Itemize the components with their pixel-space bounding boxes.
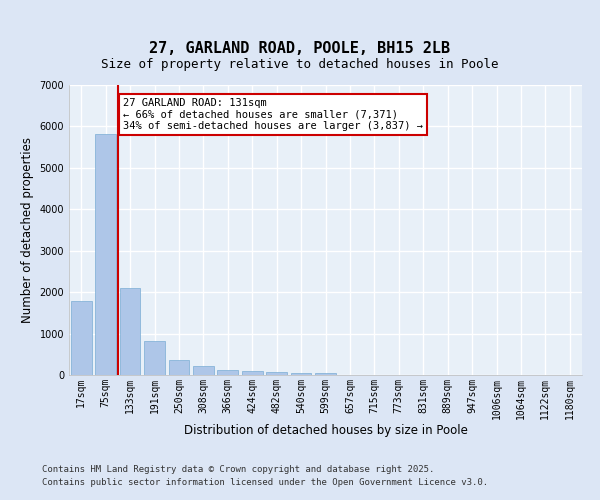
Bar (217, 370, 238, 375)
Bar (266, 372, 287, 375)
Bar (144, 341, 165, 375)
Bar (315, 374, 336, 375)
Text: 27 GARLAND ROAD: 131sqm
← 66% of detached houses are smaller (7,371)
34% of semi: 27 GARLAND ROAD: 131sqm ← 66% of detache… (123, 98, 423, 131)
Bar (242, 372, 263, 375)
Bar (71, 302, 92, 375)
Text: Contains public sector information licensed under the Open Government Licence v3: Contains public sector information licen… (42, 478, 488, 487)
X-axis label: Distribution of detached houses by size in Poole: Distribution of detached houses by size … (184, 424, 467, 438)
Text: Size of property relative to detached houses in Poole: Size of property relative to detached ho… (101, 58, 499, 71)
Bar (119, 288, 140, 375)
Bar (169, 360, 190, 375)
Bar (95, 134, 116, 375)
Bar (193, 366, 214, 375)
Bar (290, 372, 311, 375)
Text: 27, GARLAND ROAD, POOLE, BH15 2LB: 27, GARLAND ROAD, POOLE, BH15 2LB (149, 41, 451, 56)
Text: Contains HM Land Registry data © Crown copyright and database right 2025.: Contains HM Land Registry data © Crown c… (42, 465, 434, 474)
Y-axis label: Number of detached properties: Number of detached properties (21, 137, 34, 323)
